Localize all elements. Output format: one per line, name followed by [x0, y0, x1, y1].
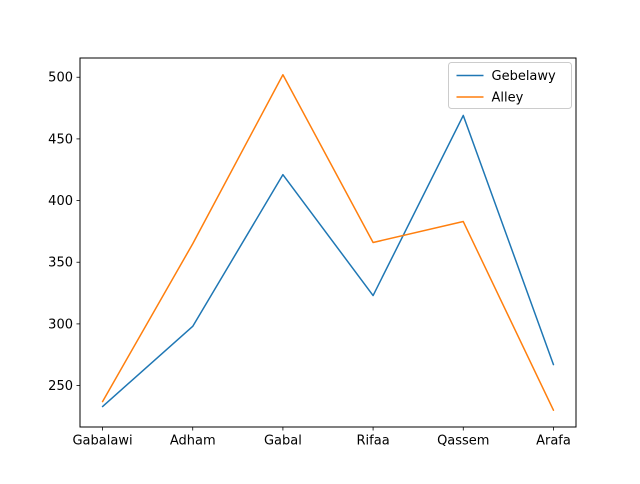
x-axis-tick-label: Rifaa [357, 434, 390, 449]
legend-label-gebelawy: Gebelawy [492, 69, 557, 84]
plot-area [80, 58, 576, 427]
series-line-gebelawy [101, 114, 555, 408]
x-axis-tick-label: Arafa [536, 434, 571, 449]
y-axis-tick-label: 350 [48, 256, 73, 271]
axes-spines [79, 57, 577, 428]
x-axis-tick-label: Adham [170, 434, 216, 449]
y-axis-tick-label: 450 [48, 132, 73, 147]
x-axis-tick-label: Gabal [264, 434, 302, 449]
series-line-alley [101, 74, 555, 411]
y-axis-tick-label: 500 [48, 71, 73, 86]
x-axis-tick-label: Gabalawi [72, 434, 132, 449]
x-axis-tick-label: Qassem [437, 434, 489, 449]
y-axis-tick-label: 250 [48, 379, 73, 394]
legend: Gebelawy Alley [448, 62, 572, 109]
y-axis-tick-label: 400 [48, 194, 73, 209]
y-axis-tick-label: 300 [48, 317, 73, 332]
legend-label-alley: Alley [492, 91, 524, 106]
